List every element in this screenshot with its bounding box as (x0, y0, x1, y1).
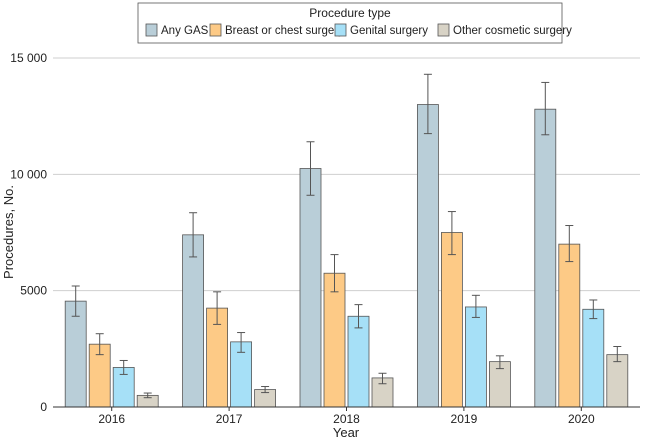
x-axis-title: Year (333, 425, 360, 440)
legend-swatch (145, 23, 158, 37)
bar (416, 104, 439, 408)
legend-swatch (437, 23, 450, 37)
y-axis-ticks: 0 5000 10 000 15 000 (10, 51, 47, 414)
bar (64, 300, 87, 408)
bar (347, 315, 370, 408)
x-tick-label: 2019 (451, 412, 478, 426)
x-tick-label: 2017 (216, 412, 243, 426)
legend-swatch (209, 23, 222, 37)
x-tick-label: 2016 (98, 412, 125, 426)
legend-items: Any GAS Breast or chest surgery Genital su… (145, 23, 572, 37)
bar (606, 354, 629, 408)
legend-label: Other cosmetic surgery (453, 25, 572, 37)
y-tick-label: 15 000 (10, 51, 47, 65)
legend-swatch (334, 23, 347, 37)
bar (534, 108, 557, 408)
bar (323, 272, 346, 408)
legend-title: Procedure type (309, 6, 391, 20)
y-axis-title: Procedures, No. (1, 185, 16, 279)
y-tick-label: 0 (40, 400, 47, 414)
error-bars (71, 73, 622, 399)
bars (64, 104, 629, 408)
bar (299, 168, 322, 408)
bar (182, 234, 205, 408)
legend-box (137, 2, 563, 44)
legend: Procedure type Any GAS Breast or chest su… (137, 2, 572, 44)
legend-label: Genital surgery (350, 25, 428, 37)
legend-label: Breast or chest surgery (225, 25, 344, 37)
y-tick-label: 5000 (20, 284, 47, 298)
x-axis: 2016 2017 2018 2019 2020 (53, 406, 640, 426)
bar (440, 232, 463, 408)
legend-label: Any GAS (161, 25, 209, 37)
x-tick-label: 2018 (333, 412, 360, 426)
x-tick-label: 2020 (568, 412, 595, 426)
bar (558, 243, 581, 408)
y-tick-label: 10 000 (10, 167, 47, 181)
bar (582, 308, 605, 408)
bar (464, 306, 487, 408)
